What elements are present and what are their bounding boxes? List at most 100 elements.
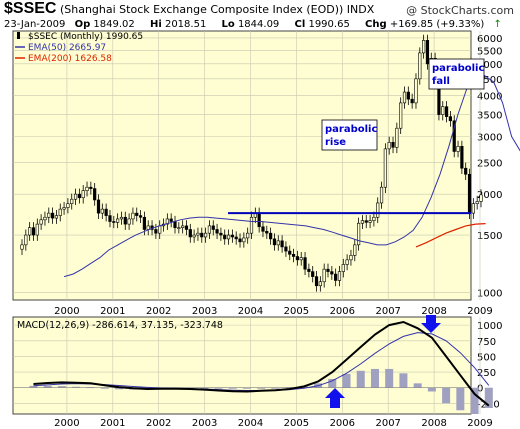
candle-body	[399, 102, 403, 129]
macd-x-tick-label: 2002	[146, 418, 171, 429]
candle-body	[460, 146, 464, 169]
macd-hist-bar	[43, 385, 52, 388]
annotation-fall-box	[428, 58, 485, 90]
annotation-rise-line1: parabolic	[325, 124, 377, 135]
index-name: (Shanghai Stock Exchange Composite Index…	[59, 3, 344, 16]
candle-body	[330, 271, 334, 275]
candle-body	[127, 218, 131, 225]
y-tick-label: 1000	[477, 289, 502, 300]
candle-body	[192, 234, 196, 238]
candle-body	[58, 208, 62, 216]
macd-hist-bar	[470, 387, 479, 414]
candle-body	[66, 203, 70, 208]
candle-body	[372, 216, 376, 221]
candle-body	[334, 273, 338, 281]
candle-body	[456, 146, 460, 152]
candle-body	[24, 234, 28, 246]
candle-body	[402, 91, 407, 104]
close-value: 1990.65	[308, 19, 350, 30]
candle-body	[204, 232, 208, 238]
candle-body	[181, 225, 185, 228]
open-value: 1849.02	[93, 19, 135, 30]
candle-body	[211, 225, 215, 230]
candle-body	[196, 232, 200, 236]
candle-body	[269, 232, 273, 240]
macd-x-tick-label: 2007	[375, 418, 400, 429]
candle-body	[73, 193, 78, 200]
candle-body	[284, 246, 288, 252]
candle-body	[39, 219, 43, 225]
x-tick-label: 2005	[284, 306, 309, 317]
y-tick-label: 2500	[477, 158, 502, 169]
candle-body	[464, 167, 468, 175]
macd-hist-bar	[29, 385, 38, 388]
macd-x-tick-label: 2001	[100, 418, 125, 429]
macd-x-tick-label: 2008	[421, 418, 446, 429]
macd-hist-bar	[100, 387, 109, 389]
candle-body	[314, 276, 319, 287]
candle-body	[215, 229, 219, 234]
stockcharts-watermark: @ StockCharts.com	[406, 4, 514, 17]
candle-body	[326, 268, 330, 272]
candle-body	[395, 127, 399, 148]
macd-hist-bar	[114, 387, 123, 390]
macd-y-tick-label: 500	[477, 352, 496, 363]
annotation-rise-line2: rise	[325, 137, 346, 148]
macd-hist-bar	[442, 387, 451, 404]
macd-panel-bg	[12, 316, 472, 415]
candle-body	[356, 222, 361, 246]
candle-body	[360, 220, 365, 224]
y-tick-label: 6000	[477, 34, 502, 45]
macd-hist-bar	[214, 387, 223, 389]
candle-body	[414, 78, 418, 104]
candle-body	[272, 238, 277, 246]
candle-body	[28, 227, 32, 236]
open-label: Op	[74, 19, 91, 30]
buy-arrow-icon	[325, 388, 345, 408]
macd-hist-bar	[399, 373, 408, 388]
macd-x-tick-label: 2005	[284, 418, 309, 429]
low-value: 1844.09	[237, 19, 280, 30]
candle-body	[475, 201, 479, 205]
up-arrow-icon: ↑	[493, 19, 502, 30]
y-tick-label: 1500	[477, 231, 502, 242]
macd-hist-bar	[200, 387, 209, 389]
candle-body	[116, 218, 120, 223]
macd-hist-bar	[356, 370, 365, 388]
x-tick-label: 2004	[238, 306, 263, 317]
candle-body	[441, 106, 445, 115]
candle-body	[299, 257, 303, 261]
sell-arrow-icon	[421, 315, 441, 333]
candle-body	[43, 216, 47, 221]
x-tick-label: 2007	[375, 306, 400, 317]
candle-body	[349, 255, 353, 261]
macd-panel: -250025050075010002000200120022003200420…	[12, 315, 502, 429]
candle-body	[131, 212, 135, 220]
x-tick-label: 2009	[467, 306, 492, 317]
candle-body	[234, 236, 238, 240]
candle-body	[142, 216, 147, 230]
candle-body	[418, 52, 422, 80]
candle-body	[353, 244, 357, 256]
candle-body	[93, 188, 97, 201]
x-tick-label: 2003	[192, 306, 217, 317]
x-tick-label: 2008	[421, 306, 446, 317]
macd-hist-bar	[328, 378, 337, 388]
candle-body	[230, 234, 234, 238]
legend-entry: EMA(50) 2665.97	[28, 43, 106, 53]
y-tick-label: 4000	[477, 92, 502, 103]
candle-body	[368, 220, 372, 223]
macd-legend: MACD(12,26,9) -286.614, 37.135, -323.748	[17, 320, 223, 331]
macd-hist-bar	[242, 387, 251, 389]
y-tick-label: 3000	[477, 132, 502, 143]
macd-y-tick-label: 750	[477, 337, 496, 348]
candle-body	[448, 116, 453, 122]
x-tick-label: 2002	[146, 306, 171, 317]
candle-body	[138, 215, 143, 218]
candle-body	[303, 257, 307, 270]
macd-hist-bar	[57, 386, 66, 388]
annotation-rise-box	[321, 119, 378, 151]
candle-body	[50, 212, 55, 219]
candle-body	[242, 237, 246, 243]
